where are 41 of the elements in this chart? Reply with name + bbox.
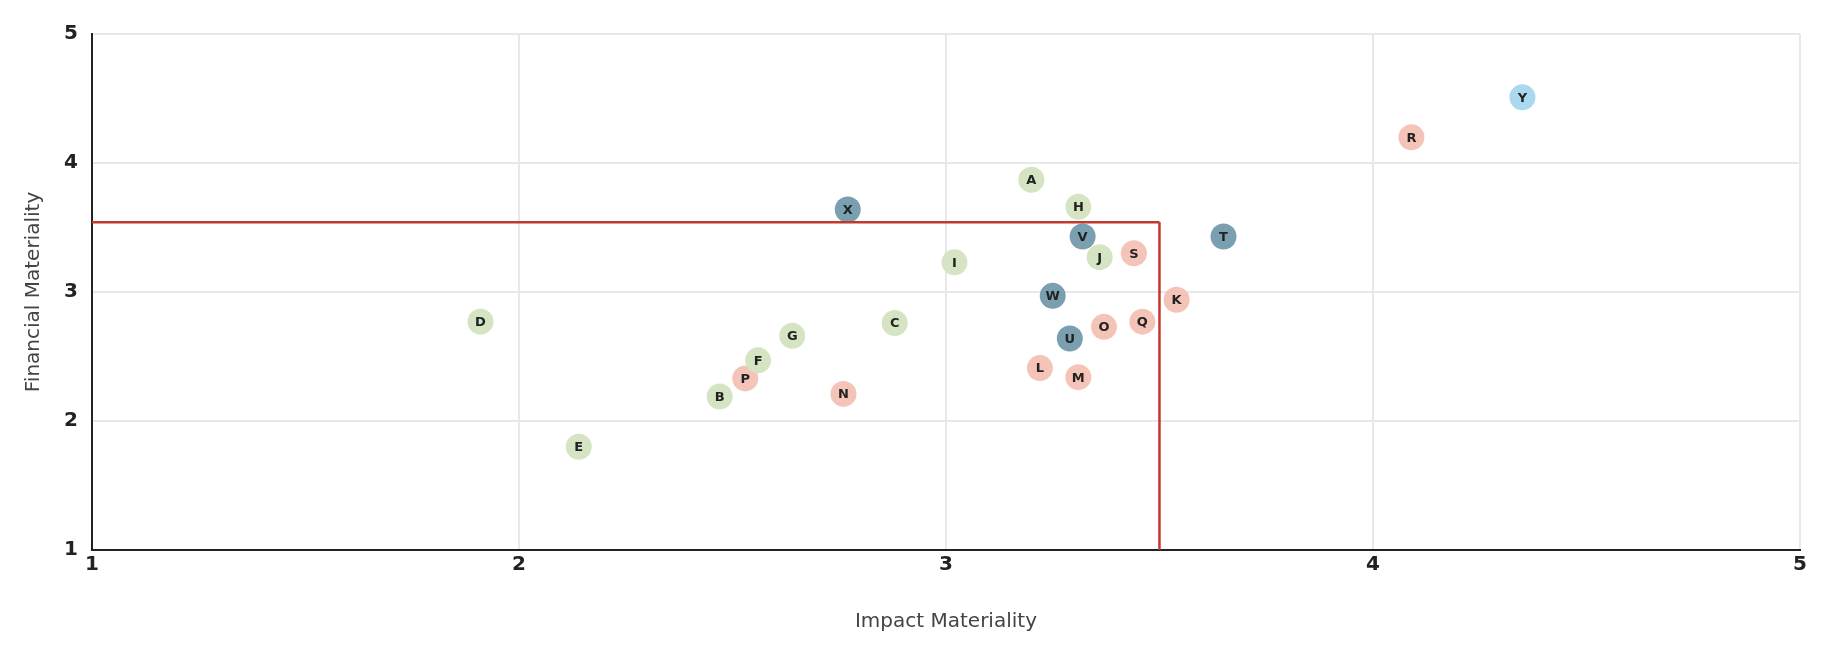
- annotation: C: [889, 315, 900, 331]
- annotation: E: [574, 439, 584, 455]
- annotation: N: [838, 386, 849, 402]
- annotation: O: [1098, 319, 1110, 335]
- y-tick-label: 3: [63, 278, 78, 303]
- annotation: B: [714, 388, 725, 404]
- annotation: Q: [1136, 314, 1148, 330]
- annotation: A: [1026, 172, 1037, 188]
- point: [941, 249, 968, 276]
- annotation: X: [842, 201, 853, 217]
- x-tick-label: 4: [1366, 551, 1380, 576]
- annotation: Y: [1516, 89, 1528, 105]
- y-tick-label: 5: [63, 20, 78, 45]
- annotation: M: [1071, 369, 1085, 385]
- annotation: U: [1064, 330, 1076, 346]
- annotation: K: [1171, 292, 1183, 308]
- annotation: H: [1072, 199, 1084, 215]
- annotation: I: [952, 254, 957, 270]
- annotation: D: [475, 314, 487, 330]
- point: [565, 433, 592, 460]
- point: [745, 347, 772, 374]
- y-tick-label: 2: [63, 407, 78, 432]
- point: [1026, 355, 1053, 382]
- y-axis-title: Financial Materiality: [20, 191, 45, 393]
- x-tick-label: 5: [1793, 551, 1807, 576]
- annotation: J: [1096, 249, 1103, 265]
- x-axis-title: Impact Materiality: [854, 608, 1038, 633]
- x-tick-label: 2: [511, 551, 526, 576]
- annotation: V: [1077, 228, 1088, 244]
- annotation: F: [753, 352, 763, 368]
- y-tick-label: 4: [63, 149, 78, 174]
- annotation: R: [1406, 129, 1417, 145]
- annotation: L: [1035, 360, 1045, 376]
- annotation: S: [1129, 245, 1139, 261]
- point: [1086, 244, 1113, 271]
- annotation: G: [786, 328, 798, 344]
- annotation: P: [740, 370, 751, 386]
- annotation: W: [1045, 288, 1060, 304]
- x-tick-label: 1: [84, 551, 99, 576]
- annotation: T: [1219, 228, 1229, 244]
- x-tick-label: 3: [939, 551, 953, 576]
